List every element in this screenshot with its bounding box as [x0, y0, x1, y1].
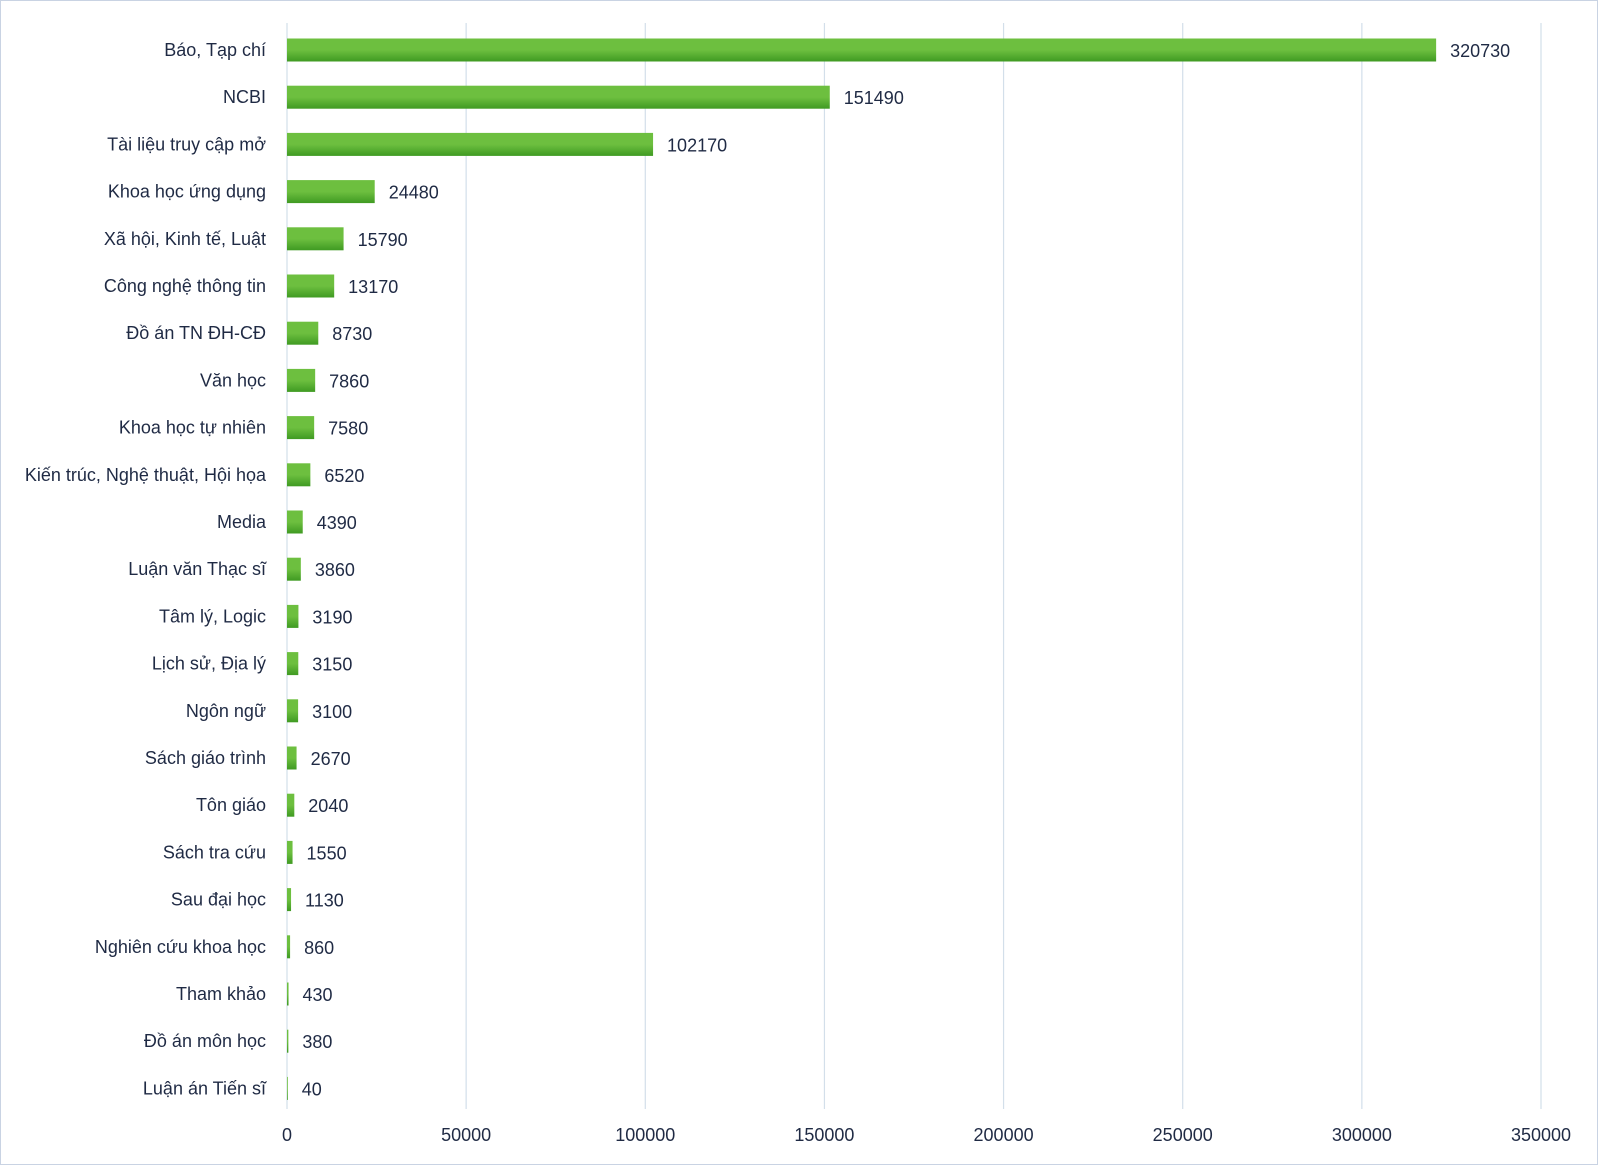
data-labels: 320730 151490 102170 24480 15790 13170 8730 786… — [302, 41, 1510, 1099]
bar — [287, 321, 319, 345]
bar — [287, 180, 375, 204]
bar — [287, 888, 292, 912]
bar — [287, 1076, 288, 1100]
category-label: Tôn giáo — [196, 795, 266, 815]
bar — [287, 38, 1437, 62]
bar — [287, 935, 291, 959]
category-label: Sau đại học — [171, 890, 266, 910]
value-label: 2670 — [311, 749, 351, 769]
gridlines — [286, 23, 1542, 1109]
value-label: 1130 — [305, 891, 344, 911]
value-label: 102170 — [667, 135, 727, 155]
bar — [287, 416, 315, 440]
bar — [287, 652, 299, 676]
x-tick-label: 0 — [282, 1125, 292, 1145]
x-tick-label: 150000 — [794, 1125, 854, 1145]
value-label: 8730 — [332, 324, 372, 344]
bar — [287, 274, 335, 298]
category-label: Lịch sử, Địa lý — [152, 654, 266, 674]
value-label: 3100 — [312, 702, 352, 722]
category-label: Media — [217, 512, 267, 532]
value-label: 860 — [304, 938, 334, 958]
bar — [287, 85, 830, 109]
category-label: Khoa học ứng dụng — [108, 182, 266, 202]
value-label: 430 — [303, 985, 333, 1005]
category-label: Tài liệu truy cập mở — [107, 134, 266, 154]
category-labels: Báo, Tạp chí NCBI Tài liệu truy cập mở Khoa… — [25, 40, 267, 1098]
value-label: 3860 — [315, 560, 355, 580]
value-label: 380 — [302, 1032, 332, 1052]
bar — [287, 463, 311, 487]
category-label: Luận văn Thạc sĩ — [128, 559, 267, 579]
value-label: 7580 — [328, 419, 368, 439]
value-label: 13170 — [348, 277, 398, 297]
value-label: 1550 — [307, 843, 347, 863]
bar — [287, 510, 303, 534]
value-label: 15790 — [358, 230, 408, 250]
x-tick-label: 200000 — [974, 1125, 1034, 1145]
bars — [287, 38, 1437, 1100]
category-label: Ngôn ngữ — [186, 701, 266, 721]
category-label: Văn học — [200, 370, 266, 390]
bar — [287, 840, 293, 864]
x-tick-label: 350000 — [1511, 1125, 1571, 1145]
bar — [287, 1029, 289, 1053]
x-axis-ticks: 0 50000 100000 150000 200000 250000 300000 3500… — [282, 1125, 1571, 1145]
value-label: 3150 — [312, 655, 352, 675]
x-tick-label: 50000 — [441, 1125, 491, 1145]
value-label: 40 — [302, 1079, 322, 1099]
value-label: 6520 — [324, 466, 364, 486]
category-label: NCBI — [223, 87, 266, 107]
category-label: Xã hội, Kinh tế, Luật — [104, 229, 266, 249]
category-label: Đồ án TN ĐH-CĐ — [126, 323, 266, 343]
category-label: Sách giáo trình — [145, 748, 266, 768]
bar — [287, 368, 316, 392]
category-label: Khoa học tự nhiên — [119, 418, 266, 438]
value-label: 4390 — [317, 513, 357, 533]
value-label: 3190 — [312, 607, 352, 627]
category-label: Báo, Tạp chí — [164, 40, 266, 60]
bar — [287, 982, 289, 1006]
category-label: Đồ án môn học — [144, 1031, 266, 1051]
bar — [287, 746, 297, 770]
bar — [287, 557, 301, 581]
category-label: Tâm lý, Logic — [159, 606, 266, 626]
x-tick-label: 300000 — [1332, 1125, 1392, 1145]
value-label: 2040 — [308, 796, 348, 816]
category-label: Tham khảo — [176, 984, 266, 1004]
value-label: 151490 — [844, 88, 904, 108]
bar — [287, 699, 299, 723]
category-label: Sách tra cứu — [163, 842, 266, 862]
x-tick-label: 250000 — [1153, 1125, 1213, 1145]
value-label: 7860 — [329, 371, 369, 391]
bar — [287, 132, 654, 156]
bar — [287, 227, 344, 251]
x-tick-label: 100000 — [615, 1125, 675, 1145]
bar — [287, 793, 295, 817]
category-label: Công nghệ thông tin — [104, 276, 266, 296]
value-label: 320730 — [1450, 41, 1510, 61]
category-label: Nghiên cứu khoa học — [95, 937, 266, 957]
category-label: Luận án Tiến sĩ — [143, 1078, 267, 1098]
value-label: 24480 — [389, 183, 439, 203]
category-label: Kiến trúc, Nghệ thuật, Hội họa — [25, 465, 267, 485]
bar — [287, 604, 299, 628]
